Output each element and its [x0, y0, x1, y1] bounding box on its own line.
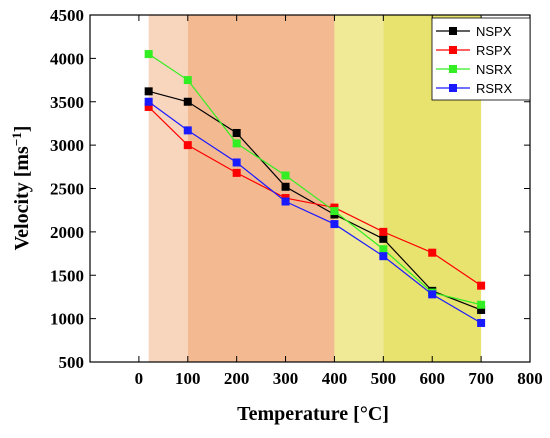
point-rspx-700	[477, 281, 486, 290]
legend-label-rspx: RSPX	[476, 43, 512, 58]
x-tick-label-400: 400	[322, 369, 348, 388]
y-tick-label-500: 500	[59, 353, 85, 372]
point-nsrx-200	[232, 139, 241, 148]
y-axis-title-main: Velocity [ms	[11, 146, 33, 250]
point-rsrx-700	[477, 318, 486, 327]
x-tick-label-700: 700	[468, 369, 494, 388]
legend-label-nsrx: NSRX	[476, 62, 512, 77]
point-nspx-300	[281, 182, 290, 191]
legend-label-rsrx: RSRX	[476, 81, 512, 96]
point-rspx-200	[232, 168, 241, 177]
legend-marker-nspx	[449, 27, 457, 35]
point-rsrx-100	[183, 126, 192, 135]
y-tick-label-3500: 3500	[50, 93, 84, 112]
point-rsrx-400	[330, 220, 339, 229]
x-tick-label-500: 500	[371, 369, 397, 388]
series-line-rspx	[148, 106, 482, 287]
legend-marker-rspx	[449, 46, 457, 54]
y-tick-label-2500: 2500	[50, 180, 84, 199]
temperature-bands	[148, 15, 482, 362]
series-line-nspx	[148, 90, 482, 311]
ticks: 0 100 200 300 400 500 600 700 800 500 1000 1500 2000…	[50, 6, 543, 388]
point-rsrx-20	[144, 97, 153, 106]
point-rsrx-600	[428, 290, 437, 299]
series-line-nsrx	[148, 53, 482, 306]
point-nspx-200	[232, 128, 241, 137]
y-axis-title: Velocity [ms−1]	[9, 126, 33, 251]
legend-marker-rsrx	[449, 84, 457, 92]
x-tick-label-300: 300	[273, 369, 299, 388]
x-tick-label-100: 100	[175, 369, 201, 388]
y-tick-label-3000: 3000	[50, 136, 84, 155]
series-layer	[144, 50, 486, 327]
point-rspx-600	[428, 248, 437, 257]
series-line-rsrx	[148, 101, 482, 324]
point-nsrx-700	[477, 300, 486, 309]
x-axis-title: Temperature [°C]	[237, 403, 389, 425]
band-1	[187, 15, 335, 362]
point-rspx-500	[379, 227, 388, 236]
point-rspx-20	[144, 102, 153, 111]
legend-marker-nsrx	[449, 65, 457, 73]
point-nsrx-300	[281, 171, 290, 180]
point-nsrx-500	[379, 245, 388, 254]
band-2	[334, 15, 384, 362]
point-nsrx-100	[183, 76, 192, 85]
point-rspx-100	[183, 141, 192, 150]
point-rsrx-300	[281, 197, 290, 206]
legend-box	[431, 17, 531, 101]
y-tick-label-1500: 1500	[50, 266, 84, 285]
legend: NSPX RSPX NSRX RSRX	[431, 17, 531, 101]
point-nspx-700	[477, 305, 486, 314]
y-tick-label-4000: 4000	[50, 49, 84, 68]
point-nspx-20	[144, 87, 153, 96]
y-tick-label-1000: 1000	[50, 310, 84, 329]
point-nsrx-20	[144, 50, 153, 59]
x-tick-label-600: 600	[419, 369, 445, 388]
y-tick-label-2000: 2000	[50, 223, 84, 242]
x-tick-label-200: 200	[224, 369, 250, 388]
y-axis-title-close: ]	[11, 126, 33, 133]
y-tick-label-4500: 4500	[50, 6, 84, 25]
point-nspx-100	[183, 97, 192, 106]
band-0	[148, 15, 188, 362]
y-axis-title-superscript: −1	[9, 132, 24, 146]
point-rsrx-500	[379, 252, 388, 261]
point-nspx-500	[379, 234, 388, 243]
legend-label-nspx: NSPX	[476, 24, 512, 39]
x-tick-label-800: 800	[517, 369, 543, 388]
point-nsrx-400	[330, 207, 339, 216]
point-rsrx-200	[232, 158, 241, 167]
x-tick-label-0: 0	[135, 369, 144, 388]
